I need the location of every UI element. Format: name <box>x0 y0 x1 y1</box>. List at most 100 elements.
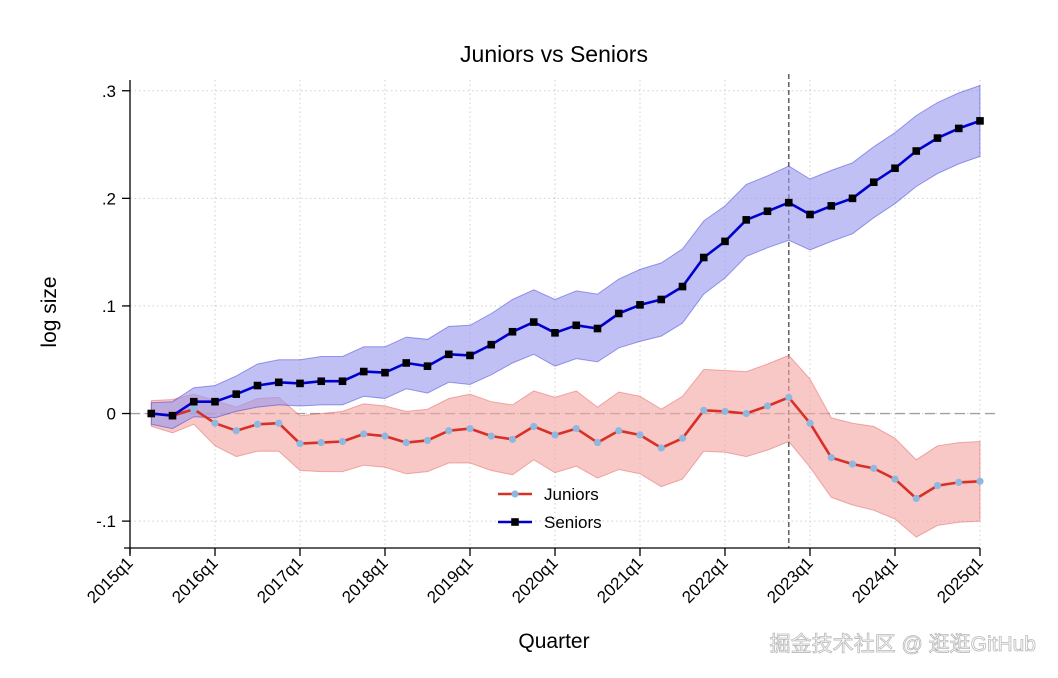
seniors-point <box>572 321 581 330</box>
y-tick-label: .2 <box>102 189 116 208</box>
juniors-point <box>296 440 304 448</box>
seniors-point <box>678 282 687 291</box>
series-markers <box>147 117 984 503</box>
seniors-point <box>317 377 326 386</box>
seniors-point <box>742 216 751 224</box>
x-tick-label: 2021q1 <box>593 553 647 607</box>
juniors-point <box>678 434 687 442</box>
x-tick-label: 2020q1 <box>508 553 562 607</box>
seniors-point <box>444 350 453 359</box>
juniors-point <box>870 464 878 472</box>
juniors-point <box>338 437 347 446</box>
juniors-line <box>151 396 981 500</box>
confidence-bands <box>150 84 981 538</box>
chart-title: Juniors vs Seniors <box>460 41 648 67</box>
juniors-point <box>530 422 538 431</box>
x-tick-label: 2019q1 <box>423 553 477 607</box>
x-tick-label: 2023q1 <box>763 553 817 607</box>
juniors-point <box>466 424 474 433</box>
juniors-point <box>551 431 559 439</box>
seniors-point <box>806 210 814 219</box>
seniors-point <box>296 379 304 388</box>
juniors-point <box>253 420 262 428</box>
juniors-point <box>806 419 814 427</box>
juniors-point <box>615 427 623 435</box>
juniors-point <box>657 444 665 452</box>
seniors-point <box>763 207 772 216</box>
juniors-point <box>211 419 219 427</box>
seniors-point <box>189 397 198 406</box>
x-tick-label: 2018q1 <box>338 553 392 607</box>
y-axis-title: log size <box>38 276 61 347</box>
seniors-point <box>869 178 878 187</box>
juniors-point <box>593 438 602 447</box>
juniors-point <box>487 432 495 440</box>
juniors-point <box>360 430 368 438</box>
x-tick-label: 2015q1 <box>83 553 137 607</box>
juniors-legend-label: Juniors <box>544 485 599 504</box>
seniors-point <box>168 411 177 420</box>
seniors-point <box>912 147 921 155</box>
juniors-point <box>572 424 580 433</box>
juniors-point <box>763 402 772 410</box>
juniors-confidence-band <box>150 354 981 538</box>
seniors-point <box>232 390 241 398</box>
juniors-point <box>445 427 453 435</box>
juniors-point <box>190 405 198 413</box>
juniors-point <box>785 393 793 401</box>
juniors-point <box>933 482 942 490</box>
juniors-point <box>381 432 389 440</box>
seniors-point <box>147 409 156 418</box>
seniors-line <box>151 119 981 418</box>
seniors-point <box>423 362 432 370</box>
seniors-point <box>976 117 984 125</box>
juniors-point <box>912 494 920 503</box>
legend: Juniors Seniors <box>498 485 602 532</box>
seniors-legend-marker <box>511 518 519 526</box>
seniors-point <box>593 324 602 333</box>
x-tick-label: 2016q1 <box>168 553 222 607</box>
seniors-point <box>848 194 857 203</box>
juniors-point <box>721 407 729 415</box>
juniors-point <box>275 419 283 427</box>
juniors-point <box>891 475 899 483</box>
seniors-point <box>274 378 283 387</box>
seniors-point <box>402 359 411 367</box>
juniors-point <box>848 460 857 468</box>
seniors-point <box>891 164 899 173</box>
seniors-point <box>253 381 262 390</box>
x-tick-label: 2022q1 <box>678 553 732 607</box>
seniors-point <box>657 295 666 304</box>
seniors-point <box>359 367 368 376</box>
seniors-point <box>551 329 559 337</box>
seniors-confidence-band <box>150 84 981 430</box>
juniors-legend-marker <box>511 490 519 498</box>
juniors-point <box>827 454 835 462</box>
seniors-point <box>933 134 942 142</box>
x-tick-label: 2017q1 <box>253 553 307 607</box>
juniors-point <box>700 406 708 414</box>
seniors-point <box>211 397 219 406</box>
x-tick-label: 2025q1 <box>933 553 987 607</box>
juniors-point <box>976 477 984 485</box>
seniors-point <box>338 377 347 386</box>
x-tick-label: 2024q1 <box>848 553 902 607</box>
seniors-point <box>614 309 623 318</box>
seniors-point <box>466 351 474 360</box>
seniors-point <box>636 301 644 309</box>
juniors-point <box>636 431 644 439</box>
y-tick-label: -.1 <box>96 512 116 531</box>
juniors-point <box>508 435 517 443</box>
seniors-point <box>381 368 389 377</box>
watermark: 掘金技术社区 @ 逛逛GitHub <box>770 633 1036 656</box>
series-lines <box>151 119 981 500</box>
seniors-legend-label: Seniors <box>544 513 602 532</box>
x-axis-title: Quarter <box>518 630 589 653</box>
seniors-point <box>508 327 517 336</box>
seniors-point <box>487 340 496 349</box>
juniors-point <box>955 478 963 486</box>
y-tick-label: .3 <box>102 82 116 101</box>
seniors-point <box>954 124 963 133</box>
y-tick-label: 0 <box>107 405 116 424</box>
